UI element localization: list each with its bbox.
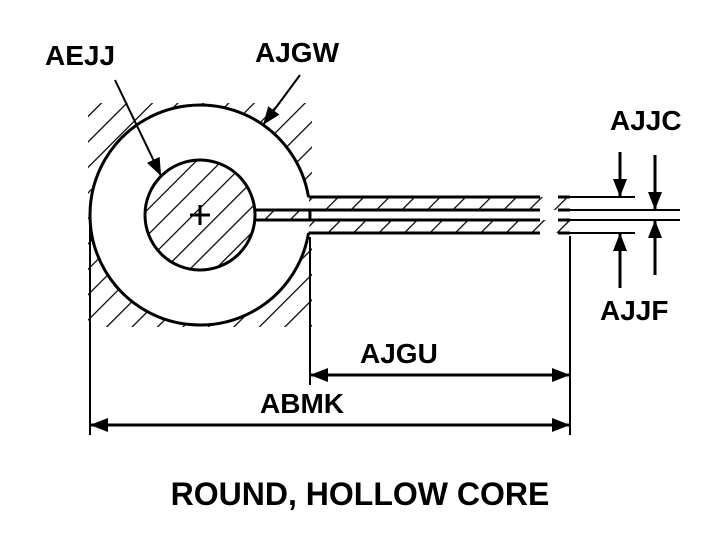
label-ajjc: AJJC bbox=[610, 105, 682, 136]
diagram-title: ROUND, HOLLOW CORE bbox=[171, 476, 550, 512]
label-aejj: AEJJ bbox=[45, 40, 115, 71]
label-ajgw: AJGW bbox=[255, 37, 340, 68]
label-ajgu: AJGU bbox=[360, 338, 438, 369]
label-ajjf: AJJF bbox=[600, 295, 668, 326]
label-abmk: ABMK bbox=[260, 388, 344, 419]
